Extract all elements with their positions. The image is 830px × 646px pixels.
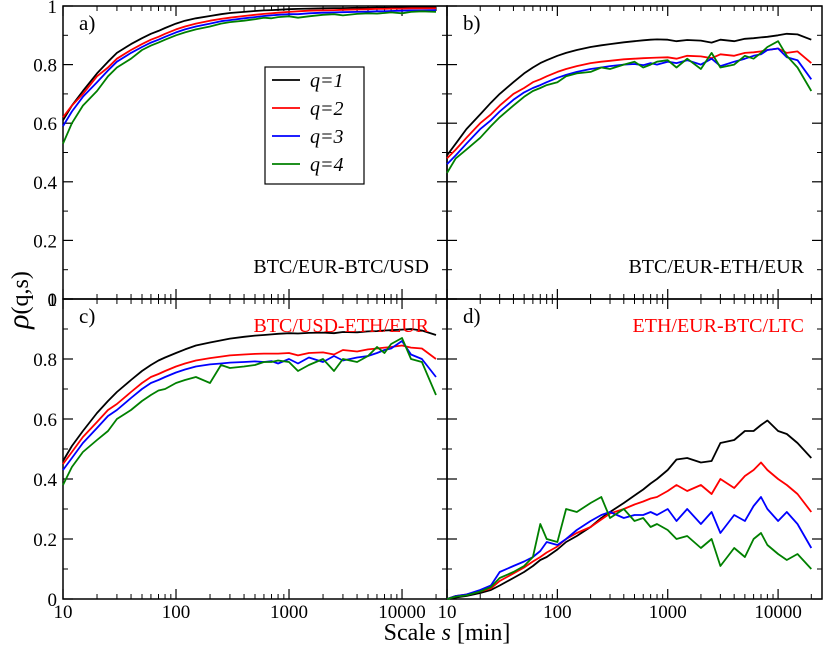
panel-b: b) BTC/EUR-ETH/EUR: [446, 5, 823, 300]
legend: q=1 q=2 q=3 q=4: [264, 66, 365, 185]
x-tick-label: 10: [54, 602, 73, 623]
pair-label: BTC/EUR-BTC/USD: [253, 256, 429, 278]
y-tick-label: 0: [48, 290, 58, 311]
panels: 0 0.2 0.4 0.6 0.8 1 a) BTC/EUR-BTC/USD b) BTC/EUR…: [33, 0, 823, 623]
x-tick-label: 100: [162, 602, 191, 623]
y-tick-label: 0.4: [33, 173, 57, 194]
series-line-a-q3: [62, 9, 437, 127]
series-line-c-q1: [62, 328, 437, 462]
x-axis-label: Scale s [min]: [384, 620, 511, 646]
legend-label: q=4: [310, 154, 344, 176]
series-line-d-q2: [446, 461, 813, 600]
y-tick-label: 0.8: [33, 56, 57, 77]
panel-frame: [62, 298, 448, 600]
x-tick-label: 10000: [378, 602, 426, 623]
series-line-c-q3: [62, 340, 437, 471]
x-tick-label: 10000: [754, 602, 802, 623]
y-tick-label: 0.6: [33, 114, 57, 135]
series-line-d-q1: [446, 419, 812, 600]
x-tick-label: 100: [543, 602, 572, 623]
y-label-rho: ρ: [2, 314, 35, 329]
y-tick-label: 0.6: [33, 410, 57, 431]
y-tick-label: 0.2: [33, 231, 57, 252]
x-label-prefix: Scale: [384, 620, 442, 646]
x-tick-label: 1000: [270, 602, 308, 623]
panel-a: 0 0.2 0.4 0.6 0.8 1 a) BTC/EUR-BTC/USD: [33, 0, 448, 311]
series-line-a-q4: [62, 10, 437, 145]
legend-label: q=1: [310, 70, 344, 92]
y-tick-label: 1: [48, 290, 58, 311]
series-line-b-q2: [446, 47, 812, 160]
legend-label: q=2: [310, 98, 344, 120]
legend-label: q=3: [310, 126, 344, 148]
series-line-b-q3: [446, 47, 813, 165]
panel-label: b): [463, 11, 481, 35]
x-tick-label: 10: [438, 602, 457, 623]
y-tick-label: 0.8: [33, 350, 57, 371]
series-line-b-q4: [446, 40, 813, 174]
panel-d: 10 100 1000 10000 d) ETH/EUR-BTC/LTC: [438, 298, 823, 623]
y-tick-label: 0: [48, 590, 58, 611]
y-label-args: (q,s): [8, 271, 34, 314]
y-tick-label: 1: [48, 0, 58, 18]
series-line-c-q4: [62, 337, 437, 486]
series-line-a-q2: [62, 7, 436, 118]
y-axis-label: ρ(q,s): [2, 271, 35, 330]
pair-label: BTC/EUR-ETH/EUR: [628, 256, 804, 278]
pair-label: ETH/EUR-BTC/LTC: [633, 315, 804, 337]
series-line-a-q1: [62, 6, 436, 121]
panel-label: d): [463, 304, 481, 328]
series-line-b-q1: [446, 32, 812, 156]
series-line-d-q4: [446, 496, 812, 600]
y-tick-label: 0.4: [33, 470, 57, 491]
panel-label: c): [79, 304, 95, 328]
x-tick-label: 1000: [649, 602, 687, 623]
series-line-c-q2: [62, 344, 437, 465]
panel-label: a): [79, 11, 95, 35]
panel-c: 10 100 1000 10000 0 0.2 0.4 0.6 0.8 1 c) BTC/USD-ET…: [33, 290, 448, 623]
pair-label: BTC/USD-ETH/EUR: [253, 315, 429, 337]
x-label-suffix: [min]: [451, 620, 510, 646]
series-line-d-q3: [446, 496, 813, 600]
y-tick-label: 0.2: [33, 530, 57, 551]
panel-frame: [446, 298, 823, 600]
x-label-var: s: [442, 620, 451, 646]
